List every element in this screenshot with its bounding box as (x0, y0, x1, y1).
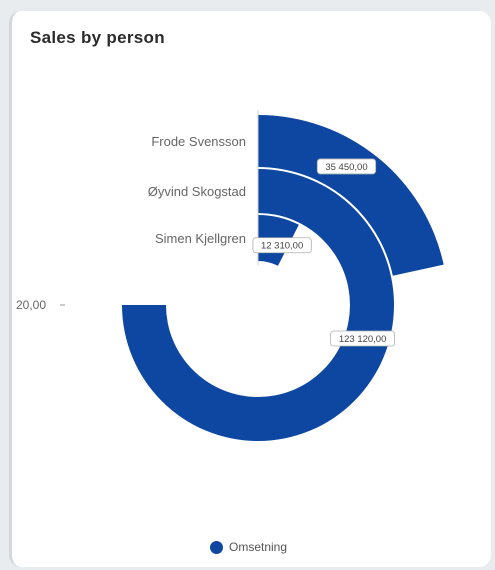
legend-label-omsetning: Omsetning (229, 540, 288, 554)
category-label: Simen Kjellgren (155, 231, 246, 246)
category-label: Frode Svensson (151, 134, 246, 149)
legend[interactable]: Omsetning (210, 540, 287, 554)
legend-marker-omsetning (210, 540, 223, 554)
data-label: 123 120,00 (330, 330, 396, 347)
data-label: 35 450,00 (316, 158, 377, 175)
bar--yvind-skogstad[interactable] (122, 169, 394, 441)
category-label: Øyvind Skogstad (148, 184, 246, 199)
bar-frode-svensson[interactable] (258, 115, 444, 276)
svg-text:12 310,00: 12 310,00 (261, 241, 303, 252)
svg-text:35 450,00: 35 450,00 (325, 162, 367, 173)
chart-title: Sales by person (30, 28, 165, 47)
chart-card: Sales by person (9, 11, 491, 567)
radial-tick-label: 20,00 (16, 298, 46, 312)
svg-text:123 120,00: 123 120,00 (339, 334, 387, 345)
data-label: 12 310,00 (252, 237, 312, 254)
